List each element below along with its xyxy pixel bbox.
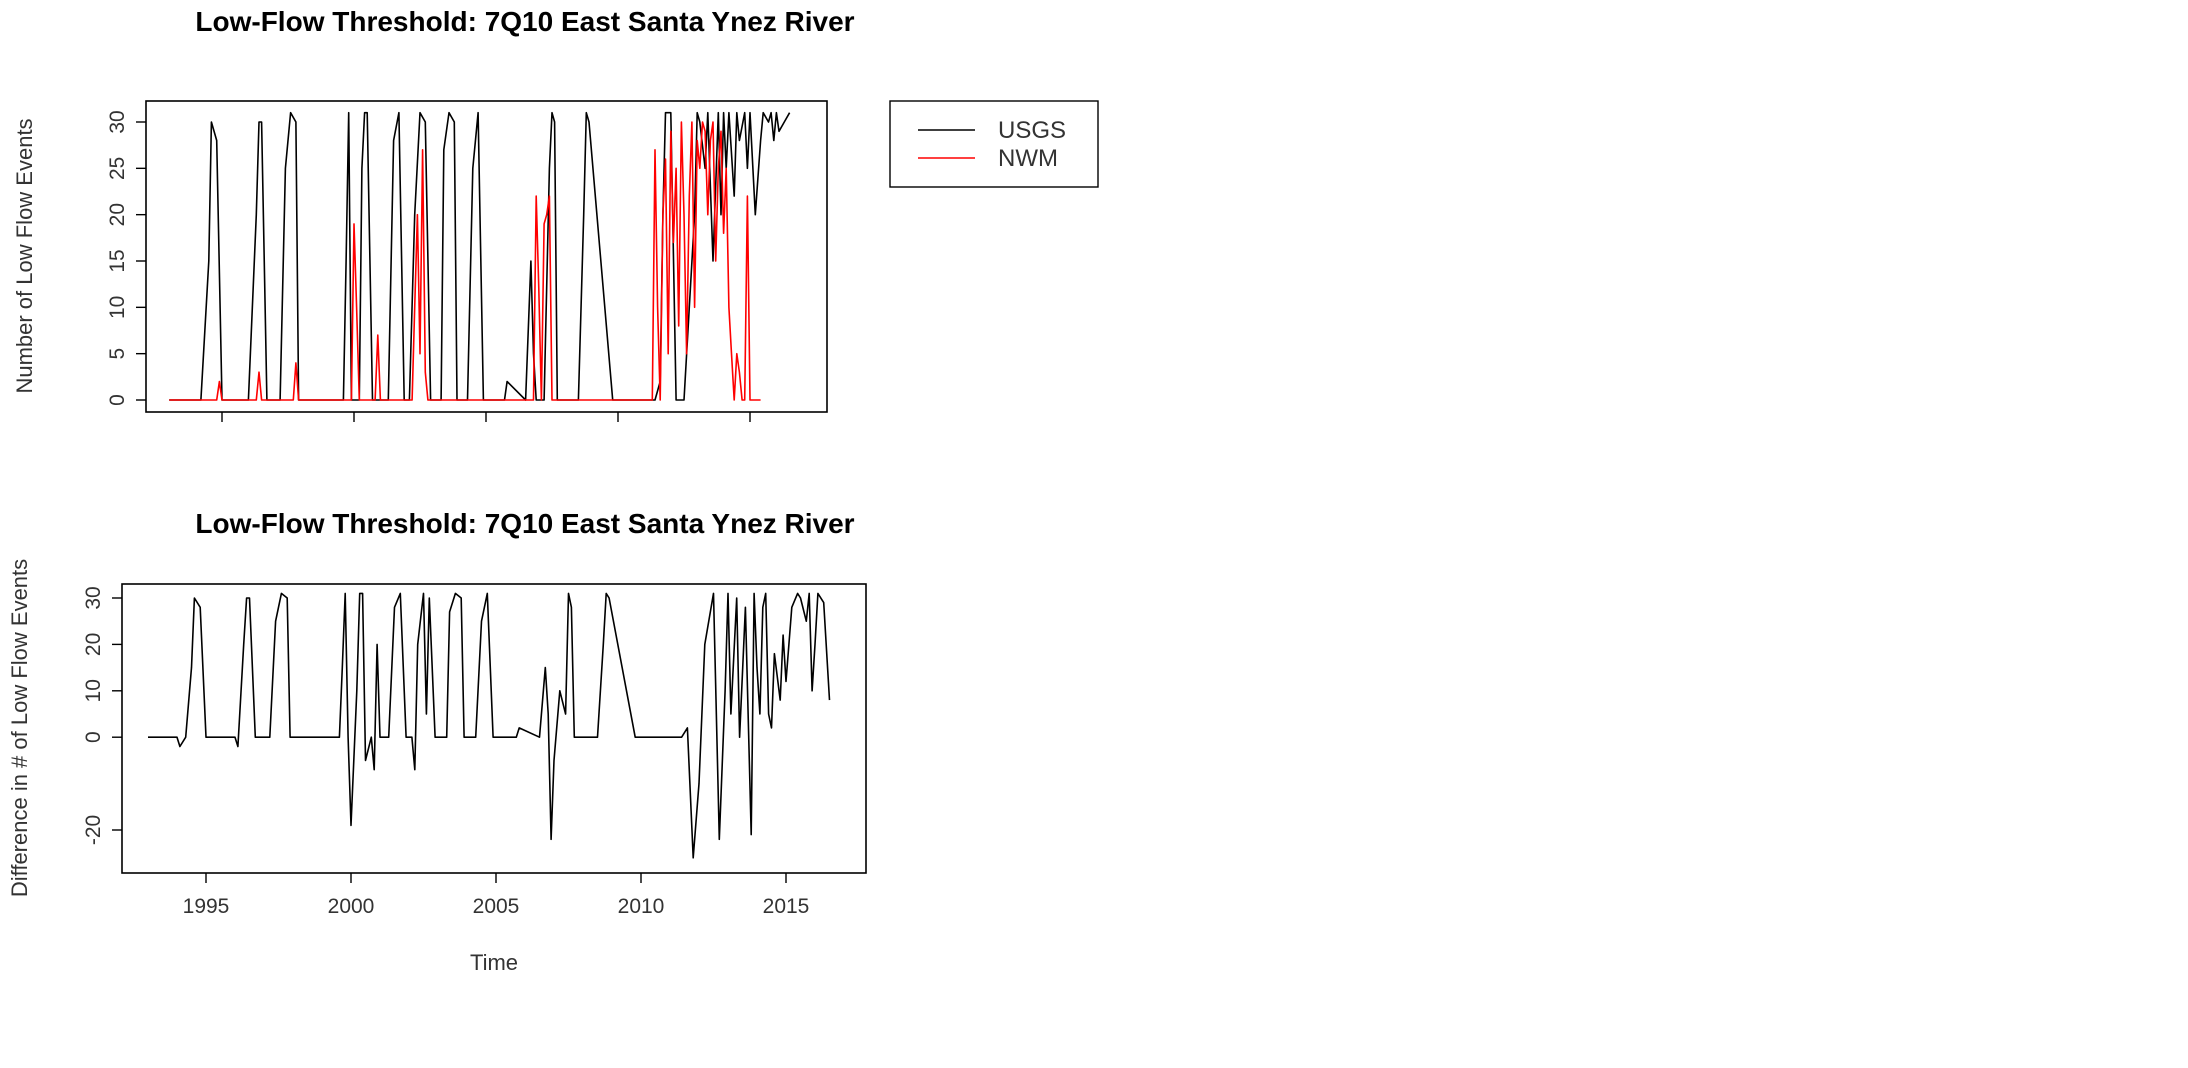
top-chart: Low-Flow Threshold: 7Q10 East Santa Ynez… xyxy=(12,6,1099,422)
bottom-chart-title: Low-Flow Threshold: 7Q10 East Santa Ynez… xyxy=(195,508,854,539)
top-series-line-nwm xyxy=(169,121,761,401)
top-y-tick-label: 30 xyxy=(106,110,129,133)
top-y-tick-label: 5 xyxy=(106,348,129,360)
bottom-plot-frame xyxy=(121,583,867,874)
bottom-y-tick-label: -20 xyxy=(82,815,105,845)
bottom-y-tick-label: 10 xyxy=(82,679,105,702)
bottom-y-tick-label: 20 xyxy=(82,633,105,656)
bottom-chart: Low-Flow Threshold: 7Q10 East Santa Ynez… xyxy=(7,508,867,975)
bottom-series-line-difference xyxy=(148,592,831,859)
top-y-tick-label: 25 xyxy=(106,157,129,180)
bottom-x-tick-label: 2005 xyxy=(473,895,520,918)
legend-label-usgs: USGS xyxy=(998,117,1066,144)
bottom-x-axis-label: Time xyxy=(470,950,518,975)
bottom-y-axis: -20 0 10 20 30 xyxy=(82,586,122,845)
bottom-y-tick-label: 30 xyxy=(82,586,105,609)
bottom-x-tick-label: 2010 xyxy=(618,895,665,918)
bottom-y-tick-label: 0 xyxy=(82,731,105,743)
bottom-x-axis: 1995 2000 2005 2010 2015 xyxy=(183,873,810,918)
top-y-tick-label: 15 xyxy=(106,249,129,272)
bottom-x-tick-label: 1995 xyxy=(183,895,230,918)
top-y-tick-label: 10 xyxy=(106,296,129,319)
top-y-axis: 0 5 10 15 20 25 30 xyxy=(106,110,146,406)
legend-label-nwm: NWM xyxy=(998,145,1058,172)
top-y-tick-label: 0 xyxy=(106,394,129,406)
top-y-axis-label: Number of Low Flow Events xyxy=(12,118,37,393)
top-y-tick-label: 20 xyxy=(106,203,129,226)
top-series-group xyxy=(169,111,791,401)
legend: USGS NWM xyxy=(889,100,1099,188)
legend-box xyxy=(889,100,1099,188)
top-chart-title: Low-Flow Threshold: 7Q10 East Santa Ynez… xyxy=(195,6,854,37)
bottom-series-group xyxy=(148,592,831,859)
bottom-x-tick-label: 2000 xyxy=(328,895,375,918)
bottom-y-axis-label: Difference in # of Low Flow Events xyxy=(7,559,32,897)
bottom-x-tick-label: 2015 xyxy=(763,895,810,918)
top-x-axis xyxy=(221,412,751,422)
